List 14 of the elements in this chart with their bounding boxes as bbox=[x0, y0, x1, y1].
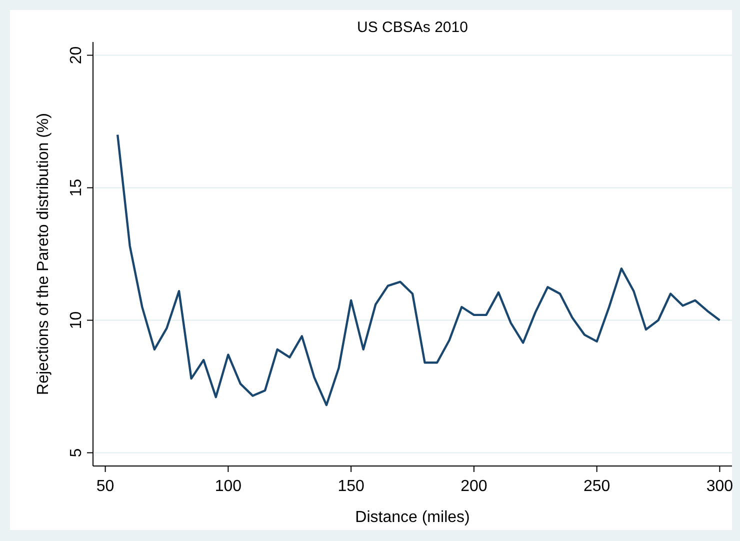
y-tick-label: 10 bbox=[68, 311, 85, 330]
y-axis-title: Rejections of the Pareto distribution (%) bbox=[35, 113, 52, 395]
x-tick-label: 150 bbox=[338, 478, 365, 495]
y-tick-label: 15 bbox=[68, 178, 85, 197]
x-tick-label: 250 bbox=[583, 478, 610, 495]
x-tick-label: 100 bbox=[214, 478, 242, 495]
chart-title: US CBSAs 2010 bbox=[357, 19, 468, 36]
line-series bbox=[116, 134, 721, 406]
y-tick-label: 20 bbox=[68, 46, 85, 64]
x-tick-label: 200 bbox=[460, 478, 488, 495]
x-tick-label: 300 bbox=[706, 478, 734, 495]
x-tick-label: 50 bbox=[96, 478, 114, 495]
x-axis-title: Distance (miles) bbox=[355, 509, 470, 526]
y-tick-label: 5 bbox=[68, 448, 85, 458]
